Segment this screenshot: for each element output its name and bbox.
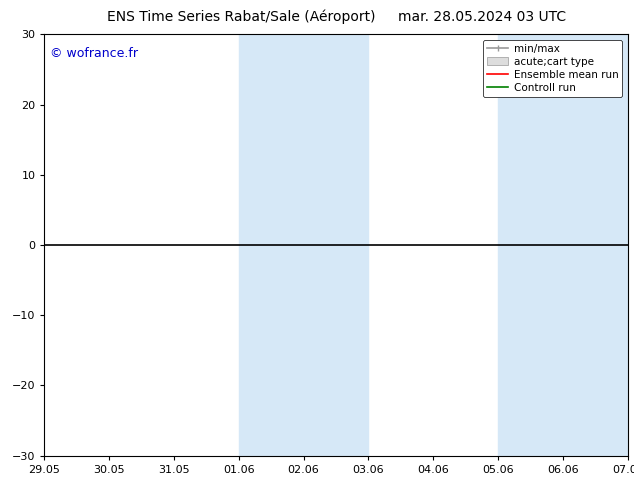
Bar [239,34,368,456]
Legend: min/max, acute;cart type, Ensemble mean run, Controll run: min/max, acute;cart type, Ensemble mean … [483,40,623,97]
Text: mar. 28.05.2024 03 UTC: mar. 28.05.2024 03 UTC [398,10,566,24]
Text: ENS Time Series Rabat/Sale (Aéroport): ENS Time Series Rabat/Sale (Aéroport) [107,10,375,24]
Text: © wofrance.fr: © wofrance.fr [50,47,138,60]
Bar [498,34,628,456]
